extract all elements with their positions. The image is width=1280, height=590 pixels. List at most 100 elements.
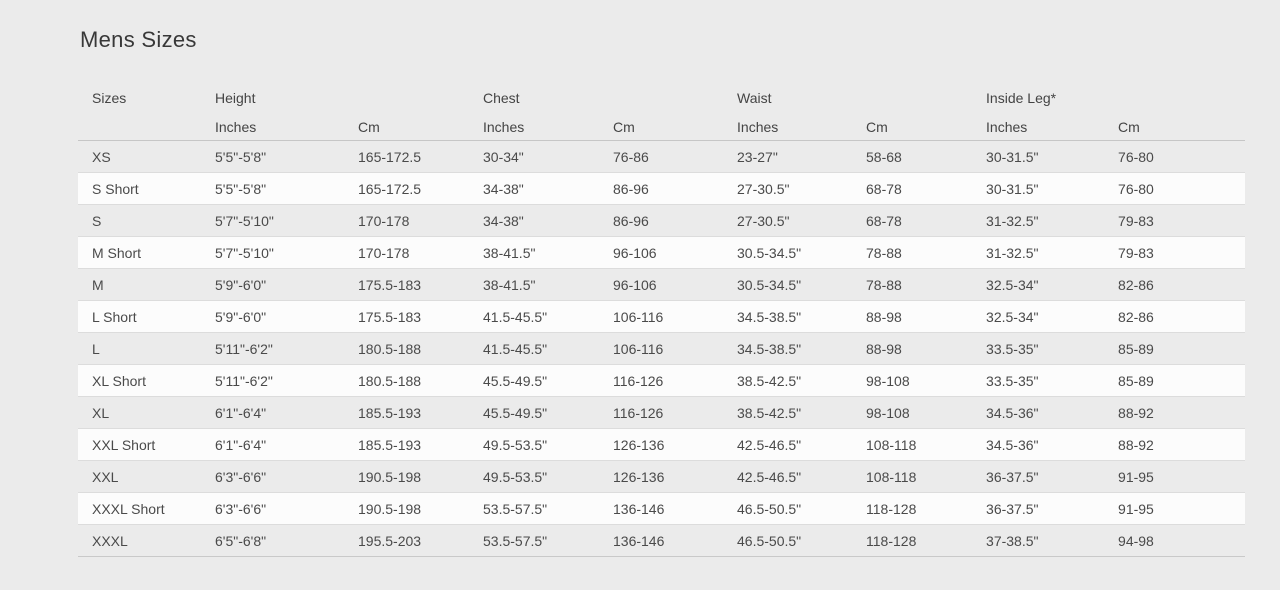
cell-height-inches: 6'5"-6'8" bbox=[215, 532, 267, 549]
cell-waist-cm: 68-78 bbox=[866, 180, 902, 197]
cell-height-cm: 175.5-183 bbox=[358, 308, 422, 325]
table-row: M Short 5'7"-5'10" 170-178 38-41.5" 96-106 30… bbox=[78, 236, 1246, 269]
cell-height-cm: 170-178 bbox=[358, 244, 410, 261]
table-row: L 5'11"-6'2" 180.5-188 41.5-45.5" 106-116 34.… bbox=[78, 333, 1246, 365]
cell-waist-inches: 27-30.5" bbox=[737, 180, 790, 197]
cell-chest-cm: 136-146 bbox=[613, 532, 665, 549]
cell-insideleg-inches: 34.5-36" bbox=[986, 404, 1039, 421]
cell-insideleg-cm: 85-89 bbox=[1118, 372, 1154, 389]
cell-chest-inches: 34-38" bbox=[483, 180, 524, 197]
cell-height-inches: 5'11"-6'2" bbox=[215, 372, 273, 389]
cell-waist-inches: 30.5-34.5" bbox=[737, 244, 802, 261]
cell-height-inches: 6'3"-6'6" bbox=[215, 500, 267, 517]
cell-chest-inches: 38-41.5" bbox=[483, 244, 536, 261]
cell-height-inches: 6'1"-6'4" bbox=[215, 404, 267, 421]
cell-chest-inches: 41.5-45.5" bbox=[483, 340, 548, 357]
cell-height-cm: 170-178 bbox=[358, 212, 410, 229]
table-row: XL 6'1"-6'4" 185.5-193 45.5-49.5" 116-126 38.… bbox=[78, 397, 1246, 429]
table-row: XL Short 5'11"-6'2" 180.5-188 45.5-49.5" 116… bbox=[78, 364, 1246, 397]
cell-insideleg-inches: 32.5-34" bbox=[986, 276, 1039, 293]
cell-size: L bbox=[92, 340, 100, 357]
cell-waist-inches: 46.5-50.5" bbox=[737, 532, 802, 549]
cell-waist-inches: 38.5-42.5" bbox=[737, 404, 802, 421]
cell-insideleg-cm: 85-89 bbox=[1118, 340, 1154, 357]
table-row: S 5'7"-5'10" 170-178 34-38" 86-96 27-30.5" 68-… bbox=[78, 205, 1246, 237]
cell-height-cm: 180.5-188 bbox=[358, 340, 422, 357]
cell-height-inches: 5'9"-6'0" bbox=[215, 308, 267, 325]
cell-height-inches: 5'5"-5'8" bbox=[215, 180, 267, 197]
page-title: Mens Sizes bbox=[80, 27, 197, 52]
cell-insideleg-cm: 79-83 bbox=[1118, 244, 1154, 261]
cell-insideleg-cm: 76-80 bbox=[1118, 180, 1154, 197]
unit-header-insideleg-inches: Inches bbox=[986, 119, 1028, 136]
cell-insideleg-inches: 30-31.5" bbox=[986, 180, 1039, 197]
cell-insideleg-inches: 33.5-35" bbox=[986, 372, 1039, 389]
cell-chest-inches: 45.5-49.5" bbox=[483, 372, 548, 389]
cell-waist-cm: 118-128 bbox=[866, 532, 917, 549]
col-header-sizes: Sizes bbox=[92, 90, 127, 107]
cell-height-inches: 6'3"-6'6" bbox=[215, 468, 267, 485]
table-header: Sizes Height Chest Waist Inside Leg* Inc… bbox=[78, 88, 1246, 141]
cell-insideleg-cm: 94-98 bbox=[1118, 532, 1154, 549]
header-unit-row: Inches Cm Inches Cm Inches Cm Inches Cm bbox=[78, 114, 1245, 141]
mens-sizes-table: Sizes Height Chest Waist Inside Leg* Inc… bbox=[78, 88, 1246, 557]
cell-height-cm: 190.5-198 bbox=[358, 468, 422, 485]
unit-header-waist-inches: Inches bbox=[737, 119, 779, 136]
col-header-waist: Waist bbox=[737, 90, 772, 107]
cell-chest-inches: 34-38" bbox=[483, 212, 524, 229]
size-guide-page: Mens Sizes Sizes Height Chest Waist Insi… bbox=[78, 27, 1246, 557]
cell-insideleg-cm: 82-86 bbox=[1118, 276, 1154, 293]
cell-size: M bbox=[92, 276, 104, 293]
cell-height-cm: 190.5-198 bbox=[358, 500, 422, 517]
cell-waist-cm: 118-128 bbox=[866, 500, 917, 517]
col-header-inside-leg: Inside Leg* bbox=[986, 90, 1057, 107]
cell-waist-inches: 42.5-46.5" bbox=[737, 468, 802, 485]
cell-waist-cm: 58-68 bbox=[866, 148, 902, 165]
cell-waist-cm: 78-88 bbox=[866, 244, 902, 261]
table-row: XXXL 6'5"-6'8" 195.5-203 53.5-57.5" 136-146 4… bbox=[78, 525, 1246, 557]
unit-header-height-inches: Inches bbox=[215, 119, 257, 136]
cell-waist-cm: 108-118 bbox=[866, 436, 917, 453]
cell-insideleg-cm: 88-92 bbox=[1118, 436, 1154, 453]
cell-chest-cm: 126-136 bbox=[613, 468, 665, 485]
size-table-body: XS 5'5"-5'8" 165-172.5 30-34" 76-86 23-27" 58-… bbox=[78, 141, 1246, 557]
table-row: XXXL Short 6'3"-6'6" 190.5-198 53.5-57.5" 13… bbox=[78, 492, 1246, 525]
unit-header-insideleg-cm: Cm bbox=[1118, 119, 1140, 136]
cell-size: XXL Short bbox=[92, 436, 156, 453]
cell-chest-cm: 116-126 bbox=[613, 404, 664, 421]
cell-waist-cm: 98-108 bbox=[866, 372, 910, 389]
cell-insideleg-inches: 36-37.5" bbox=[986, 468, 1039, 485]
cell-size: XXXL bbox=[92, 532, 128, 549]
cell-size: XXXL Short bbox=[92, 500, 165, 517]
cell-chest-inches: 30-34" bbox=[483, 148, 524, 165]
cell-chest-cm: 86-96 bbox=[613, 180, 649, 197]
unit-header-waist-cm: Cm bbox=[866, 119, 888, 136]
cell-insideleg-cm: 79-83 bbox=[1118, 212, 1154, 229]
cell-chest-cm: 116-126 bbox=[613, 372, 664, 389]
cell-height-cm: 185.5-193 bbox=[358, 436, 422, 453]
col-header-height: Height bbox=[215, 90, 256, 107]
col-header-chest: Chest bbox=[483, 90, 520, 107]
cell-waist-inches: 34.5-38.5" bbox=[737, 340, 802, 357]
cell-size: M Short bbox=[92, 244, 142, 261]
cell-chest-cm: 106-116 bbox=[613, 340, 664, 357]
cell-chest-cm: 96-106 bbox=[613, 244, 657, 261]
cell-insideleg-cm: 76-80 bbox=[1118, 148, 1154, 165]
cell-insideleg-inches: 31-32.5" bbox=[986, 244, 1039, 261]
header-group-row: Sizes Height Chest Waist Inside Leg* bbox=[78, 88, 1245, 114]
cell-insideleg-cm: 88-92 bbox=[1118, 404, 1154, 421]
cell-waist-cm: 78-88 bbox=[866, 276, 902, 293]
table-row: XXL 6'3"-6'6" 190.5-198 49.5-53.5" 126-136 42… bbox=[78, 461, 1246, 493]
cell-waist-cm: 98-108 bbox=[866, 404, 910, 421]
cell-chest-cm: 106-116 bbox=[613, 308, 664, 325]
cell-insideleg-inches: 34.5-36" bbox=[986, 436, 1039, 453]
cell-insideleg-inches: 36-37.5" bbox=[986, 500, 1039, 517]
cell-height-inches: 5'7"-5'10" bbox=[215, 244, 274, 261]
cell-waist-inches: 27-30.5" bbox=[737, 212, 790, 229]
cell-chest-inches: 49.5-53.5" bbox=[483, 436, 548, 453]
table-row: S Short 5'5"-5'8" 165-172.5 34-38" 86-96 27-3… bbox=[78, 172, 1246, 205]
cell-waist-cm: 68-78 bbox=[866, 212, 902, 229]
cell-height-inches: 5'11"-6'2" bbox=[215, 340, 273, 357]
cell-chest-inches: 45.5-49.5" bbox=[483, 404, 548, 421]
unit-header-height-cm: Cm bbox=[358, 119, 380, 136]
